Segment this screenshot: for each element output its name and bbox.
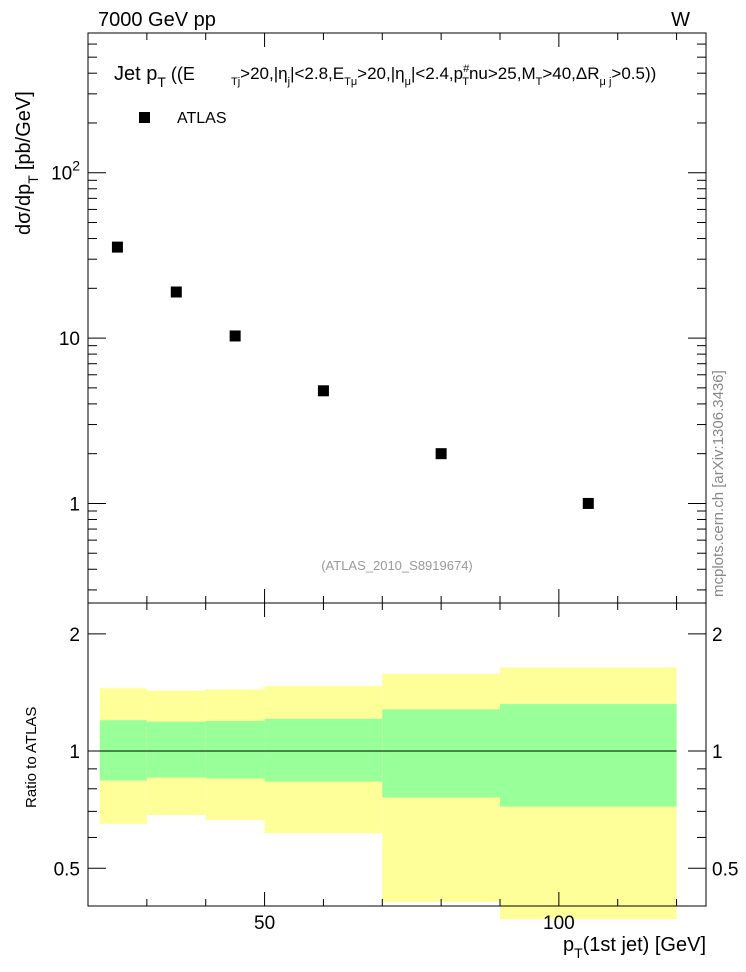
legend-marker xyxy=(139,112,150,123)
xlabel-sub: T xyxy=(574,945,583,961)
main-ylabel-main: dσ/dp xyxy=(13,184,35,235)
plot-title: Jet pT ((E xyxy=(114,63,195,90)
x-tick-label: 50 xyxy=(254,913,275,934)
energy-label: 7000 GeV pp xyxy=(98,9,216,31)
process-label: W xyxy=(671,9,690,31)
band-inner-bin xyxy=(205,720,265,779)
main-axis-ticks: 1 10 102 xyxy=(51,32,706,603)
xlabel-main: p xyxy=(563,934,574,956)
x-axis-label: pT(1st jet) [GeV] xyxy=(563,934,706,961)
ratio-y-tick-label-left: 2 xyxy=(69,625,80,646)
band-inner-bin xyxy=(99,720,147,781)
data-point xyxy=(111,241,123,253)
data-point xyxy=(435,448,447,460)
y-tick-label: 1 xyxy=(69,494,80,515)
data-point xyxy=(229,330,241,342)
ratio-plot-frame xyxy=(87,602,707,907)
x-tick-label: 100 xyxy=(543,913,575,934)
main-ylabel-sub: T xyxy=(25,175,41,184)
y-tick-label: 102 xyxy=(51,158,80,185)
plot-title-main: Jet p xyxy=(114,63,157,85)
ratio-axis-ticks: 50 100 0.5 0.5 1 1 2 2 xyxy=(54,603,738,934)
y-tick-label: 10 xyxy=(59,329,80,350)
data-point xyxy=(170,286,182,298)
band-inner-bin xyxy=(146,721,206,778)
main-ylabel-unit: [pb/GeV] xyxy=(13,91,35,170)
band-inner-bin xyxy=(264,718,383,782)
ratio-y-tick-label-right: 1 xyxy=(712,742,723,763)
plot-title-sub: T xyxy=(157,74,166,90)
analysis-annotation: (ATLAS_2010_S8919674) xyxy=(321,558,473,573)
band-inner-bin xyxy=(382,709,500,798)
ratio-ylabel: Ratio to ATLAS xyxy=(23,707,40,808)
ratio-y-tick-label-right: 0.5 xyxy=(712,859,738,880)
data-point xyxy=(582,497,594,509)
data-point xyxy=(317,385,329,397)
data-points xyxy=(111,241,594,509)
plot-title-cut-details: Tj>20,|ηj|<2.8,ETμ>20,|ημ|<2.4,p# Tnu>25,… xyxy=(231,63,656,88)
main-ylabel: dσ/dpT [pb/GeV] xyxy=(13,91,41,235)
ratio-y-tick-label-right: 2 xyxy=(712,625,723,646)
watermark: mcplots.cern.ch [arXiv:1306.3436] xyxy=(710,370,727,597)
ratio-bands xyxy=(99,667,677,920)
band-inner-bin xyxy=(500,704,677,807)
legend-label: ATLAS xyxy=(177,110,227,127)
ratio-y-tick-label-left: 1 xyxy=(69,742,80,763)
plot-title-cuts: ((E xyxy=(171,64,195,84)
xlabel-rest: (1st jet) [GeV] xyxy=(583,934,706,956)
ratio-y-tick-label-left: 0.5 xyxy=(54,859,80,880)
